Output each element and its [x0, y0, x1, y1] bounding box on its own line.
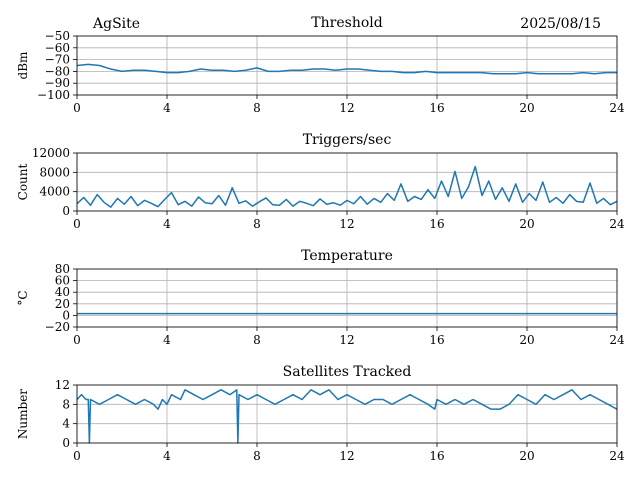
- triggers-ytick-label: 0: [62, 204, 70, 218]
- date-label: 2025/08/15: [520, 16, 601, 32]
- satellites-ytick-label: 12: [55, 378, 70, 392]
- threshold-title: Threshold: [311, 15, 382, 31]
- triggers-ytick-label: 8000: [39, 165, 70, 179]
- satellites-xtick-label: 8: [253, 449, 261, 463]
- satellites-xtick-label: 20: [519, 449, 534, 463]
- threshold-xtick-label: 24: [609, 101, 625, 115]
- threshold-ytick-label: −100: [37, 88, 70, 102]
- satellites-ylabel: Number: [16, 389, 30, 439]
- threshold-xtick-label: 0: [73, 101, 81, 115]
- temperature-ytick-label: 20: [55, 297, 70, 311]
- triggers-ytick-label: 12000: [32, 146, 70, 160]
- triggers-xtick-label: 24: [609, 217, 625, 231]
- satellites-xtick-label: 24: [609, 449, 625, 463]
- temperature-xtick-label: 24: [609, 333, 625, 347]
- triggers-xtick-label: 0: [73, 217, 81, 231]
- temperature-ylabel: °C: [16, 290, 30, 305]
- triggers-ylabel: Count: [16, 163, 30, 200]
- temperature-xtick-label: 20: [519, 333, 534, 347]
- temperature-ytick-label: 0: [62, 308, 70, 322]
- temperature-ytick-label: 80: [55, 262, 70, 276]
- threshold-xtick-label: 20: [519, 101, 534, 115]
- temperature-ytick-label: −20: [45, 320, 70, 334]
- triggers-series-line: [76, 165, 618, 208]
- triggers-ytick-label: 4000: [39, 185, 70, 199]
- triggers-xtick-label: 8: [253, 217, 261, 231]
- satellites-xtick-label: 12: [339, 449, 354, 463]
- temperature-xtick-label: 0: [73, 333, 81, 347]
- threshold-ytick-label: −80: [45, 64, 70, 78]
- threshold-ytick-label: −70: [45, 53, 70, 67]
- threshold-ylabel: dBm: [16, 51, 30, 80]
- panels: 0 4 8 12 16 20 24 −100−90−80−70−60−50 Threshold d…: [16, 15, 625, 463]
- threshold-xtick-label: 16: [429, 101, 444, 115]
- temperature-ytick-label: 60: [55, 274, 70, 288]
- triggers-xtick-label: 16: [429, 217, 444, 231]
- satellites-xtick-label: 4: [163, 449, 171, 463]
- temperature-xtick-label: 4: [163, 333, 171, 347]
- satellites-series-line: [76, 389, 618, 444]
- satellites-xtick-label: 16: [429, 449, 444, 463]
- threshold-xtick-label: 4: [163, 101, 171, 115]
- temperature-xtick-label: 12: [339, 333, 354, 347]
- triggers-xtick-label: 20: [519, 217, 534, 231]
- satellites-ytick-label: 4: [62, 417, 70, 431]
- threshold-xtick-label: 12: [339, 101, 354, 115]
- threshold-xtick-label: 8: [253, 101, 261, 115]
- satellites-panel: 0 4 8 12 16 20 24 0 4 8 12 Satellites Tracked Number: [16, 364, 625, 463]
- triggers-xtick-label: 4: [163, 217, 171, 231]
- satellites-xtick-label: 0: [73, 449, 81, 463]
- threshold-panel: 0 4 8 12 16 20 24 −100−90−80−70−60−50 Threshold d…: [16, 15, 625, 115]
- site-label: AgSite: [92, 16, 140, 32]
- threshold-series-line: [76, 63, 617, 75]
- threshold-ytick-label: −60: [45, 41, 70, 55]
- triggers-xtick-label: 12: [339, 217, 354, 231]
- temperature-ytick-label: 40: [55, 285, 70, 299]
- threshold-ytick-label: −50: [45, 29, 70, 43]
- triggers-panel: 0 4 8 12 16 20 24 0 4000 8000 12000 Triggers/sec Cou…: [16, 132, 625, 231]
- triggers-title: Triggers/sec: [303, 132, 392, 148]
- satellites-title: Satellites Tracked: [283, 364, 412, 380]
- temperature-xtick-label: 8: [253, 333, 261, 347]
- threshold-ytick-label: −90: [45, 76, 70, 90]
- satellites-ytick-label: 8: [62, 397, 70, 411]
- temperature-xtick-label: 16: [429, 333, 444, 347]
- temperature-title: Temperature: [301, 248, 393, 264]
- satellites-ytick-label: 0: [62, 436, 70, 450]
